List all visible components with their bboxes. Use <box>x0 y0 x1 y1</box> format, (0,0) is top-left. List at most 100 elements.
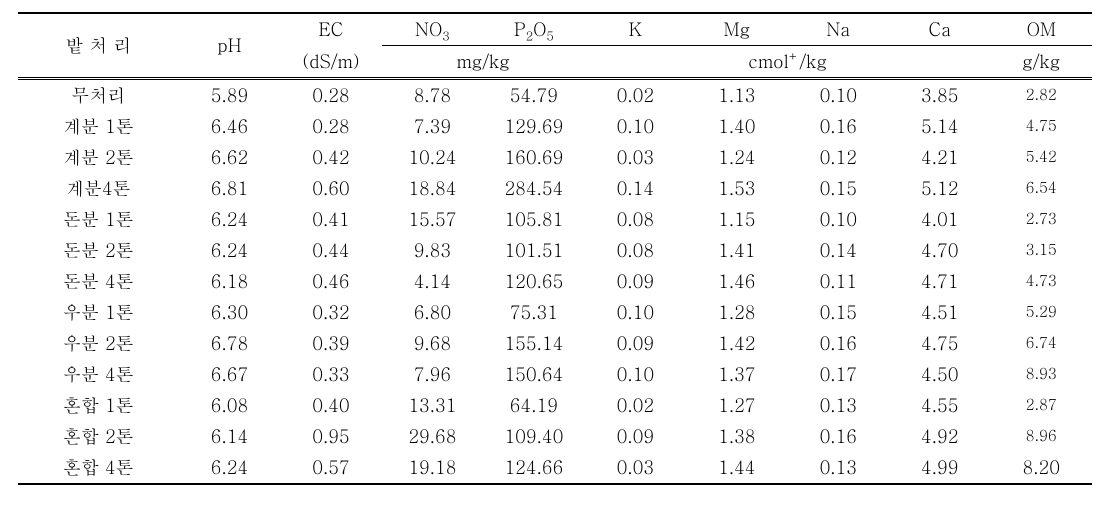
cell-ca: 4.55 <box>889 390 990 421</box>
cell-mg: 1.37 <box>686 359 787 390</box>
cell-na: 0.13 <box>788 390 889 421</box>
cell-na: 0.14 <box>788 235 889 266</box>
cell-p2o5: 54.79 <box>483 79 584 112</box>
cell-ca: 5.12 <box>889 173 990 204</box>
cell-k: 0.14 <box>585 173 686 204</box>
table-row: 무처리5.890.288.7854.790.021.130.103.852.82 <box>18 79 1092 112</box>
table-head: 밭 처 리 pH EC NO3 P2O5 K Mg Na Ca OM (dS/m… <box>18 13 1092 79</box>
cell-mg: 1.53 <box>686 173 787 204</box>
table-row: 계분4톤6.810.6018.84284.540.141.530.155.126… <box>18 173 1092 204</box>
cell-na: 0.10 <box>788 79 889 112</box>
unit-mgkg: mg/kg <box>382 46 585 79</box>
cell-ca: 5.14 <box>889 111 990 142</box>
col-na: Na <box>788 13 889 46</box>
cell-no3: 15.57 <box>382 204 483 235</box>
col-mg: Mg <box>686 13 787 46</box>
cell-p2o5: 109.40 <box>483 421 584 452</box>
cell-om: 2.87 <box>990 390 1092 421</box>
cell-p2o5: 150.64 <box>483 359 584 390</box>
cell-ph: 6.08 <box>179 390 280 421</box>
cell-ph: 5.89 <box>179 79 280 112</box>
cell-k: 0.03 <box>585 452 686 484</box>
cell-ec: 0.57 <box>280 452 381 484</box>
cell-ph: 6.24 <box>179 204 280 235</box>
cell-om: 5.29 <box>990 297 1092 328</box>
table-row: 우분 4톤6.670.337.96150.640.101.370.174.508… <box>18 359 1092 390</box>
cell-ca: 4.75 <box>889 328 990 359</box>
cell-ca: 4.70 <box>889 235 990 266</box>
cell-ec: 0.40 <box>280 390 381 421</box>
unit-gkg: g/kg <box>990 46 1092 79</box>
cell-ph: 6.30 <box>179 297 280 328</box>
cell-na: 0.12 <box>788 142 889 173</box>
cell-ph: 6.24 <box>179 452 280 484</box>
cell-no3: 9.68 <box>382 328 483 359</box>
soil-data-table: 밭 처 리 pH EC NO3 P2O5 K Mg Na Ca OM (dS/m… <box>18 12 1092 485</box>
table-row: 돈분 2톤6.240.449.83101.510.081.410.144.703… <box>18 235 1092 266</box>
cell-ec: 0.42 <box>280 142 381 173</box>
cell-p2o5: 120.65 <box>483 266 584 297</box>
cell-no3: 6.80 <box>382 297 483 328</box>
cell-ca: 4.92 <box>889 421 990 452</box>
cell-ec: 0.60 <box>280 173 381 204</box>
table-row: 돈분 1톤6.240.4115.57105.810.081.150.104.01… <box>18 204 1092 235</box>
cell-treatment: 혼합 4톤 <box>18 452 179 484</box>
col-ca: Ca <box>889 13 990 46</box>
cell-k: 0.08 <box>585 204 686 235</box>
cell-ph: 6.62 <box>179 142 280 173</box>
col-k: K <box>585 13 686 46</box>
cell-k: 0.10 <box>585 359 686 390</box>
cell-k: 0.09 <box>585 266 686 297</box>
table-row: 우분 1톤6.300.326.8075.310.101.280.154.515.… <box>18 297 1092 328</box>
cell-k: 0.02 <box>585 390 686 421</box>
cell-ec: 0.44 <box>280 235 381 266</box>
cell-p2o5: 129.69 <box>483 111 584 142</box>
cell-treatment: 돈분 4톤 <box>18 266 179 297</box>
cell-mg: 1.46 <box>686 266 787 297</box>
cell-om: 8.96 <box>990 421 1092 452</box>
cell-om: 4.75 <box>990 111 1092 142</box>
cell-mg: 1.44 <box>686 452 787 484</box>
cell-ph: 6.67 <box>179 359 280 390</box>
cell-mg: 1.24 <box>686 142 787 173</box>
table-row: 계분 1톤6.460.287.39129.690.101.400.165.144… <box>18 111 1092 142</box>
table-row: 혼합 2톤6.140.9529.68109.400.091.380.164.92… <box>18 421 1092 452</box>
cell-om: 2.73 <box>990 204 1092 235</box>
cell-p2o5: 101.51 <box>483 235 584 266</box>
cell-treatment: 돈분 2톤 <box>18 235 179 266</box>
cell-mg: 1.40 <box>686 111 787 142</box>
table-row: 계분 2톤6.620.4210.24160.690.031.240.124.21… <box>18 142 1092 173</box>
cell-om: 6.74 <box>990 328 1092 359</box>
cell-treatment: 혼합 1톤 <box>18 390 179 421</box>
cell-p2o5: 75.31 <box>483 297 584 328</box>
col-ec: EC <box>280 13 381 46</box>
cell-ca: 4.21 <box>889 142 990 173</box>
cell-mg: 1.13 <box>686 79 787 112</box>
col-om: OM <box>990 13 1092 46</box>
table-row: 돈분 4톤6.180.464.14120.650.091.460.114.714… <box>18 266 1092 297</box>
cell-no3: 29.68 <box>382 421 483 452</box>
cell-om: 8.93 <box>990 359 1092 390</box>
cell-ph: 6.78 <box>179 328 280 359</box>
cell-ca: 4.71 <box>889 266 990 297</box>
cell-na: 0.15 <box>788 297 889 328</box>
cell-ec: 0.46 <box>280 266 381 297</box>
cell-na: 0.11 <box>788 266 889 297</box>
cell-ec: 0.95 <box>280 421 381 452</box>
cell-na: 0.10 <box>788 204 889 235</box>
cell-ec: 0.33 <box>280 359 381 390</box>
cell-ec: 0.28 <box>280 79 381 112</box>
cell-k: 0.10 <box>585 297 686 328</box>
cell-no3: 8.78 <box>382 79 483 112</box>
cell-no3: 18.84 <box>382 173 483 204</box>
cell-treatment: 계분 2톤 <box>18 142 179 173</box>
cell-mg: 1.41 <box>686 235 787 266</box>
cell-k: 0.09 <box>585 421 686 452</box>
cell-na: 0.13 <box>788 452 889 484</box>
cell-p2o5: 284.54 <box>483 173 584 204</box>
cell-na: 0.16 <box>788 111 889 142</box>
cell-om: 6.54 <box>990 173 1092 204</box>
cell-k: 0.02 <box>585 79 686 112</box>
cell-treatment: 우분 2톤 <box>18 328 179 359</box>
cell-treatment: 무처리 <box>18 79 179 112</box>
